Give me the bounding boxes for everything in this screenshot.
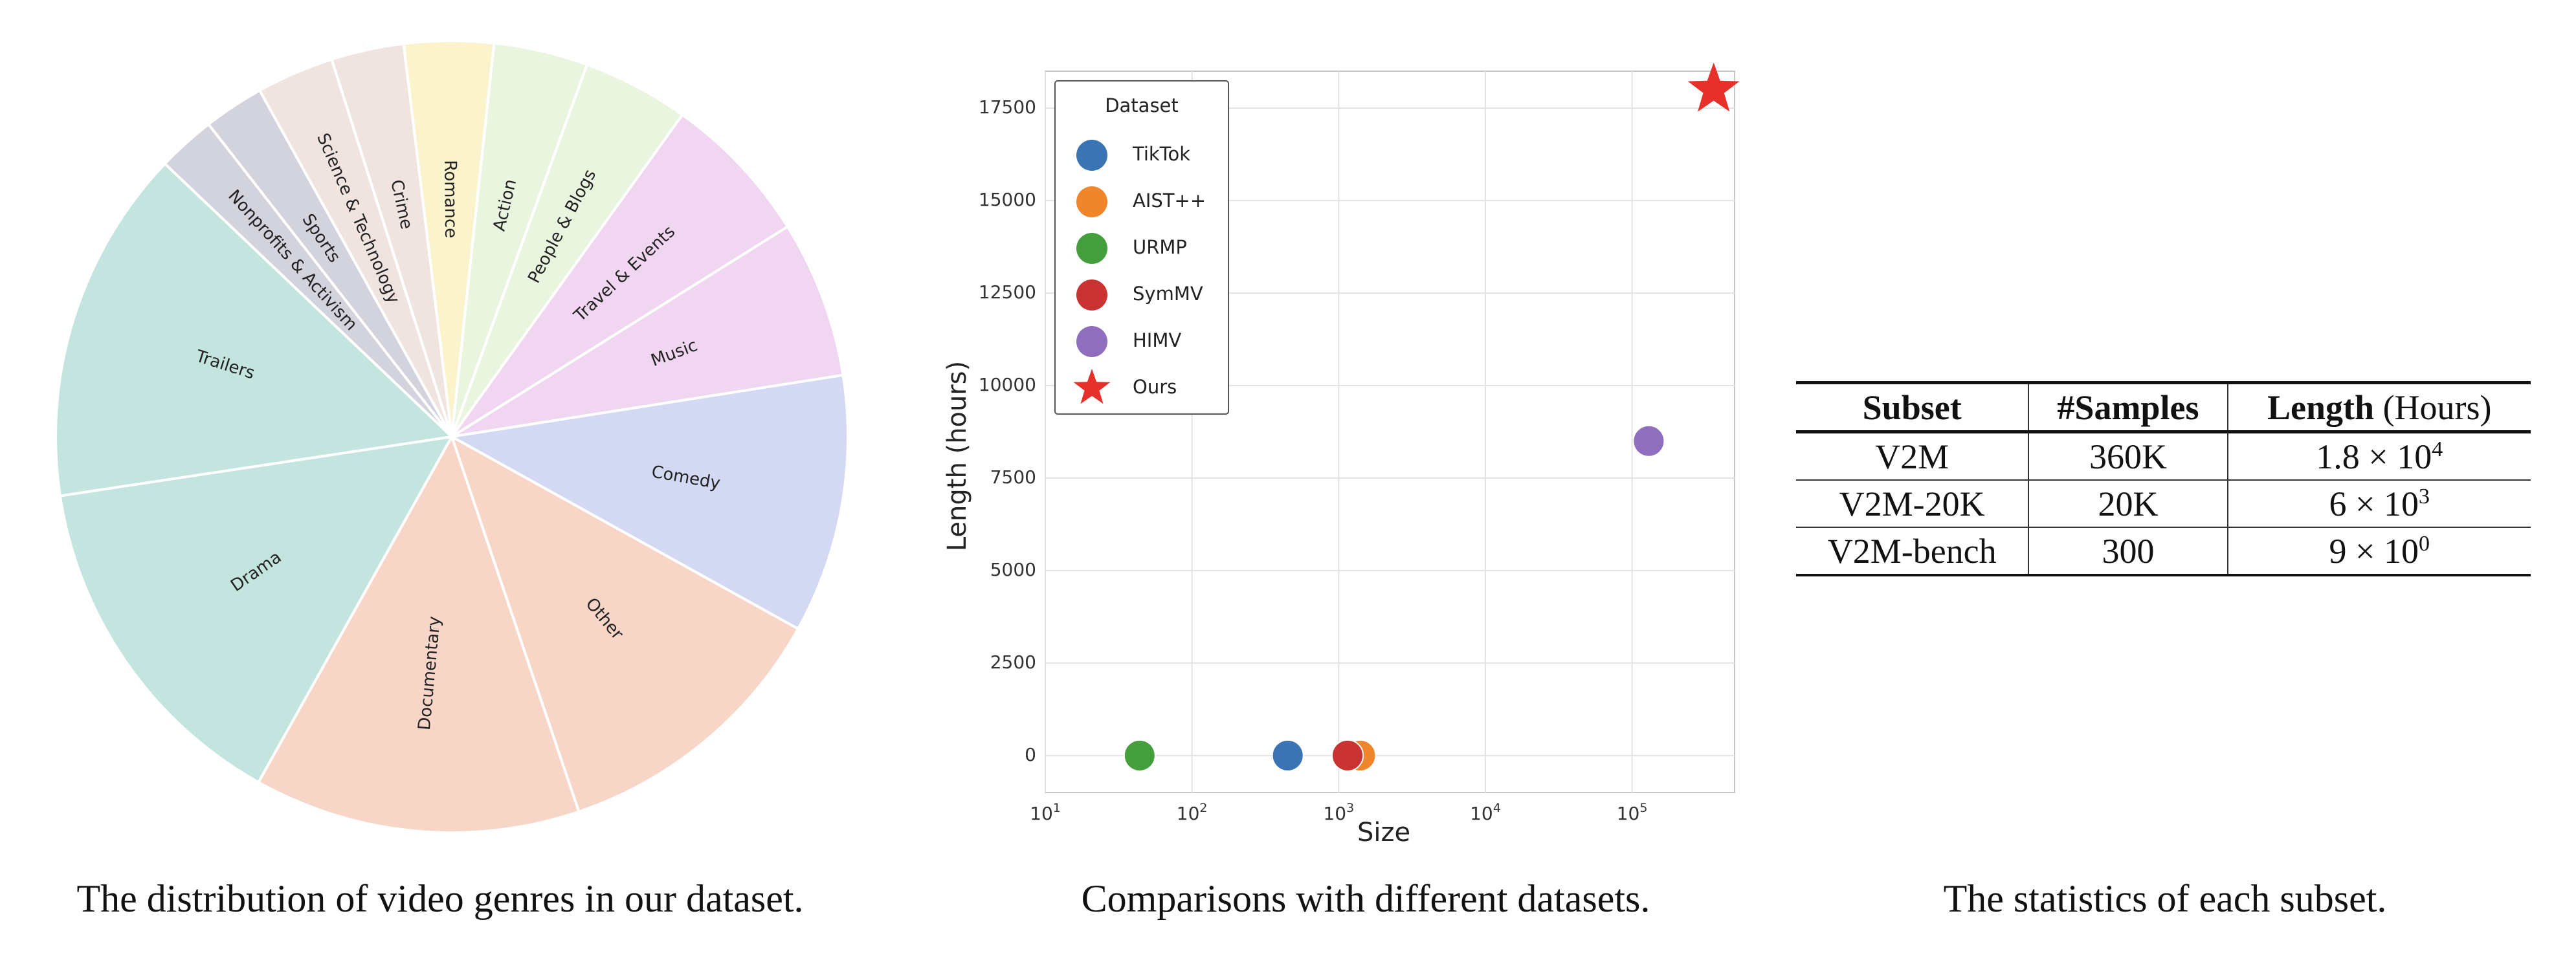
y-tick-label: 10000 xyxy=(979,374,1036,395)
length-cell: 9 × 100 xyxy=(2226,527,2531,575)
column-header-length: Length (Hours) xyxy=(2226,382,2531,432)
subset-cell: V2M xyxy=(1875,437,1949,476)
x-axis-label: Size xyxy=(1357,818,1410,847)
length-cell: 1.8 × 104 xyxy=(2226,432,2531,480)
pie-label-romance: Romance xyxy=(440,160,460,238)
legend-marker-symmv xyxy=(1076,279,1107,311)
pie-slice-other xyxy=(449,433,800,814)
x-tick-label: 105 xyxy=(1617,801,1648,824)
table-row: V2M 360K 1.8 × 104 xyxy=(1796,432,2531,480)
y-axis-label: Length (hours) xyxy=(942,361,972,551)
legend-label-himv: HIMV xyxy=(1133,329,1181,351)
pie-slice-documentary xyxy=(256,433,581,834)
legend-marker-urmp xyxy=(1076,233,1107,264)
x-tick-label: 103 xyxy=(1323,801,1354,824)
legend-label-tiktok: TikTok xyxy=(1132,143,1190,165)
legend-marker-himv xyxy=(1076,326,1107,357)
y-tick-label: 0 xyxy=(1025,744,1036,765)
pie-slice-drama xyxy=(58,435,454,784)
legend-marker-tiktok xyxy=(1076,140,1107,171)
pie-slice-trailers xyxy=(54,162,455,497)
pie-slice-comedy xyxy=(447,373,849,631)
length-cell: 6 × 103 xyxy=(2226,480,2531,527)
legend-title: Dataset xyxy=(1105,94,1179,116)
y-tick-label: 15000 xyxy=(979,189,1036,210)
samples-cell: 360K xyxy=(2028,432,2228,480)
pie-slice-crime xyxy=(329,42,453,437)
y-tick-label: 2500 xyxy=(990,651,1036,673)
pie-caption: The distribution of video genres in our … xyxy=(76,877,804,920)
legend-marker-ours xyxy=(1073,369,1111,404)
table-row: V2M-20K 20K 6 × 103 xyxy=(1796,480,2531,527)
scatter-caption: Comparisons with different datasets. xyxy=(1081,877,1650,920)
point-urmp xyxy=(1123,739,1156,772)
point-ours xyxy=(1687,62,1740,112)
legend-label-urmp: URMP xyxy=(1133,236,1187,258)
table-header-row: Subset #Samples Length (Hours) xyxy=(1796,382,2531,432)
samples-cell: 20K xyxy=(2028,480,2228,527)
samples-cell: 300 xyxy=(2028,527,2228,575)
x-tick-label: 104 xyxy=(1470,801,1501,824)
table-caption: The statistics of each subset. xyxy=(1943,877,2387,920)
x-tick-label: 102 xyxy=(1177,801,1208,824)
column-header-samples: #Samples xyxy=(2028,382,2228,432)
y-tick-label: 5000 xyxy=(990,559,1036,580)
pie-slice-music xyxy=(450,224,845,438)
point-tiktok xyxy=(1271,739,1304,772)
point-himv xyxy=(1632,424,1665,457)
column-header-subset: Subset xyxy=(1862,388,1962,427)
dataset-scatter-plot: 101 102 103 104 105 0 2500 5000 7500 10000 12500 15… xyxy=(942,62,1740,847)
subset-cell: V2M-20K xyxy=(1839,484,1985,523)
y-tick-label: 12500 xyxy=(979,281,1036,303)
y-tick-label: 7500 xyxy=(990,466,1036,488)
pie-slice-travel-events xyxy=(450,113,790,438)
subset-cell: V2M-bench xyxy=(1827,531,1997,571)
table-row: V2M-bench 300 9 × 100 xyxy=(1796,527,2531,575)
y-tick-label: 17500 xyxy=(979,96,1036,118)
pie-slice-people-blogs xyxy=(450,63,685,438)
x-tick-label: 101 xyxy=(1030,801,1061,824)
point-symmv xyxy=(1331,739,1364,772)
legend-marker-aist xyxy=(1076,186,1107,217)
legend-label-ours: Ours xyxy=(1133,376,1177,398)
subset-statistics-table: Subset #Samples Length (Hours) V2M 360K 1.8 … xyxy=(1796,381,2531,576)
legend-label-aist: AIST++ xyxy=(1133,190,1206,212)
legend-label-symmv: SymMV xyxy=(1133,283,1203,305)
